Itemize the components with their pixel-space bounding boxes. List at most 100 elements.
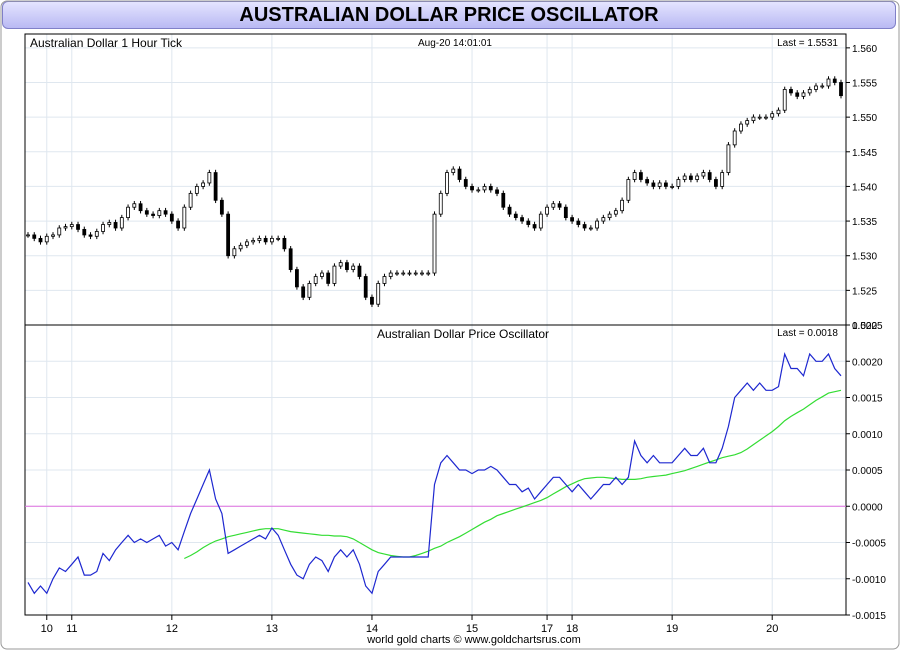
price-y-tick-label: 1.540 <box>852 182 877 193</box>
price-candle <box>207 169 212 186</box>
price-candle <box>689 173 693 183</box>
oscillator-y-tick-label: -0.0005 <box>852 539 886 550</box>
price-candle <box>163 207 168 217</box>
x-tick-label: 13 <box>266 623 278 635</box>
price-y-tick-label: 1.535 <box>852 217 877 228</box>
price-candle <box>219 197 224 217</box>
price-candle <box>676 176 681 190</box>
price-candle <box>213 169 218 204</box>
price-candle <box>119 214 124 231</box>
price-candle <box>113 219 118 231</box>
price-candle <box>69 221 74 230</box>
price-candle <box>764 114 768 120</box>
price-candle <box>545 204 549 217</box>
price-candle <box>238 242 243 252</box>
price-candle <box>839 79 843 99</box>
price-candle <box>632 169 637 183</box>
oscillator-y-tick-label: 0.0020 <box>852 357 883 368</box>
price-candle <box>88 232 93 240</box>
price-candle <box>32 232 37 242</box>
price-candle <box>532 221 537 231</box>
price-candle <box>357 263 362 280</box>
price-candle <box>770 110 775 120</box>
price-candle <box>620 197 625 214</box>
price-candle <box>520 214 524 224</box>
price-y-tick-label: 1.555 <box>852 79 877 90</box>
price-candle <box>382 273 387 287</box>
price-candle <box>426 270 431 276</box>
price-candle <box>701 169 706 179</box>
price-candle <box>432 211 437 276</box>
price-candle <box>445 169 449 197</box>
price-candle <box>38 235 43 245</box>
price-candle <box>570 214 574 224</box>
price-candle <box>201 180 206 190</box>
price-candle <box>501 190 506 210</box>
price-candle <box>507 204 512 217</box>
x-axis: 10 11 12 13 14 15 17 18 19 20 <box>41 615 778 635</box>
price-candle <box>232 246 237 259</box>
price-candle <box>313 273 318 287</box>
price-candle <box>257 235 262 244</box>
price-y-tick-label: 1.520 <box>852 321 877 332</box>
price-candle <box>714 176 718 190</box>
price-candle <box>332 263 337 287</box>
oscillator-series-line <box>27 351 842 595</box>
price-candles <box>26 76 843 307</box>
price-candle <box>595 218 599 231</box>
price-candle <box>226 211 231 259</box>
price-candle <box>288 246 293 273</box>
price-candle <box>582 221 587 231</box>
price-candle <box>470 183 474 193</box>
price-candle <box>557 200 562 210</box>
price-candle <box>451 166 456 176</box>
price-candle <box>63 223 68 231</box>
price-candle <box>326 270 331 287</box>
signal-series-line <box>184 389 842 560</box>
price-panel-title: Australian Dollar 1 Hour Tick <box>30 36 183 50</box>
price-candle <box>420 270 424 276</box>
price-candle <box>707 169 712 183</box>
price-candle <box>413 270 418 276</box>
oscillator-y-tick-label: 0.0010 <box>852 430 883 441</box>
oscillator-panel: Australian Dollar Price Oscillator Last … <box>24 321 886 622</box>
oscillator-gridlines <box>25 324 846 616</box>
price-candle <box>188 190 193 210</box>
footer-credit: world gold charts © www.goldchartsrus.co… <box>366 634 581 646</box>
price-candle <box>538 211 543 231</box>
price-candle <box>576 218 581 228</box>
price-candle <box>663 180 668 190</box>
oscillator-y-tick-label: 0.0000 <box>852 502 883 513</box>
price-candle <box>495 187 499 197</box>
oscillator-y-tick-label: 0.0025 <box>852 321 883 332</box>
price-candle <box>82 226 87 238</box>
x-tick-label: 11 <box>66 623 77 635</box>
price-candle <box>751 114 756 124</box>
price-candle <box>732 128 737 148</box>
price-candle <box>776 107 781 117</box>
price-candle <box>363 273 368 301</box>
price-candle <box>401 270 406 276</box>
price-candle <box>607 211 612 221</box>
price-candle <box>551 200 556 210</box>
price-candle <box>814 83 818 93</box>
price-candle <box>76 221 80 233</box>
price-candle <box>739 121 743 134</box>
price-candle <box>395 270 399 276</box>
price-candle <box>757 114 762 120</box>
x-tick-label: 20 <box>766 623 778 635</box>
price-candle <box>295 266 299 290</box>
price-y-tick-label: 1.550 <box>852 113 877 124</box>
price-candle <box>244 239 249 249</box>
price-candle <box>351 263 356 273</box>
price-candle <box>101 221 105 235</box>
x-tick-label: 17 <box>541 623 553 635</box>
price-candle <box>795 90 800 100</box>
price-candle <box>251 237 256 245</box>
price-candle <box>94 228 99 240</box>
price-candle <box>376 280 381 307</box>
price-candle <box>169 211 174 224</box>
x-tick-label: 10 <box>41 623 53 635</box>
price-candle <box>157 207 162 219</box>
price-candle <box>588 225 593 231</box>
